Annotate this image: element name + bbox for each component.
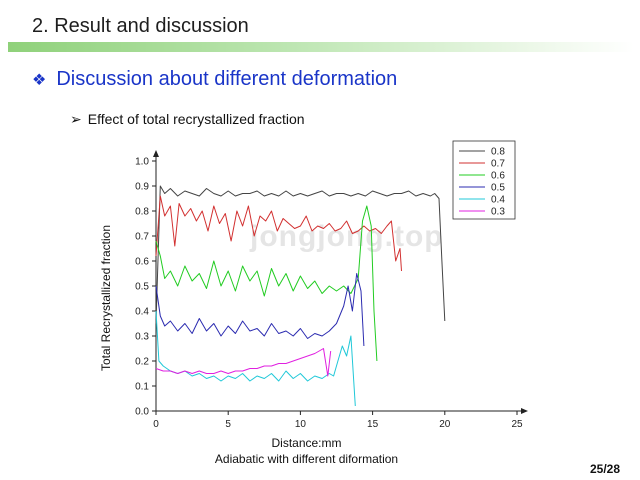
y-tick-label-7: 0.7 bbox=[135, 232, 149, 243]
section-heading-text: Discussion about different deformation bbox=[56, 68, 398, 90]
y-axis-label: Total Recrystallized fraction bbox=[99, 225, 113, 371]
series-line-0-7 bbox=[155, 195, 402, 272]
y-tick-label-1: 0.1 bbox=[135, 382, 149, 393]
y-tick-label-0: 0.0 bbox=[135, 407, 149, 418]
y-tick-label-6: 0.6 bbox=[135, 257, 149, 268]
subheading: ➢ Effect of total recrystallized fraction bbox=[70, 111, 305, 128]
x-axis-label: Distance:mm bbox=[271, 436, 341, 450]
x-axis-sublabel: Adiabatic with different diformation bbox=[215, 452, 398, 466]
x-axis-arrow-icon bbox=[521, 408, 528, 414]
legend-label-2: 0.6 bbox=[491, 171, 505, 182]
y-tick-label-8: 0.8 bbox=[135, 207, 149, 218]
arrow-bullet-icon: ➢ bbox=[70, 111, 82, 127]
series-line-0-3 bbox=[155, 348, 332, 377]
subheading-text: Effect of total recrystallized fraction bbox=[87, 111, 305, 127]
x-tick-label-3: 15 bbox=[367, 419, 379, 430]
diamond-bullet-icon: ❖ bbox=[32, 72, 47, 89]
page-number: 25/28 bbox=[589, 462, 620, 476]
section-heading: ❖ Discussion about different deformation bbox=[32, 68, 397, 91]
series-line-0-5 bbox=[155, 273, 365, 347]
y-tick-label-9: 0.9 bbox=[135, 182, 149, 193]
slide-title: 2. Result and discussion bbox=[32, 15, 249, 37]
title-divider-bar bbox=[8, 42, 634, 52]
watermark: jongjong.top bbox=[250, 220, 444, 253]
legend-box bbox=[452, 140, 516, 220]
series-line-0-6 bbox=[155, 205, 378, 362]
x-tick-label-4: 20 bbox=[439, 419, 451, 430]
x-tick-label-0: 0 bbox=[153, 419, 159, 430]
y-axis-arrow-icon bbox=[153, 150, 159, 157]
legend-label-4: 0.4 bbox=[491, 195, 505, 206]
series-line-0-8 bbox=[155, 185, 446, 324]
y-tick-label-2: 0.2 bbox=[135, 357, 149, 368]
y-tick-label-5: 0.5 bbox=[135, 282, 149, 293]
x-tick-label-1: 5 bbox=[225, 419, 231, 430]
x-tick-label-2: 10 bbox=[295, 419, 307, 430]
legend-label-3: 0.5 bbox=[491, 183, 505, 194]
legend-label-1: 0.7 bbox=[491, 159, 505, 170]
y-tick-label-3: 0.3 bbox=[135, 332, 149, 343]
legend-label-0: 0.8 bbox=[491, 147, 505, 158]
y-tick-label-4: 0.4 bbox=[135, 307, 149, 318]
x-tick-label-5: 25 bbox=[511, 419, 523, 430]
legend-label-5: 0.3 bbox=[491, 207, 505, 218]
y-tick-label-10: 1.0 bbox=[135, 157, 149, 168]
